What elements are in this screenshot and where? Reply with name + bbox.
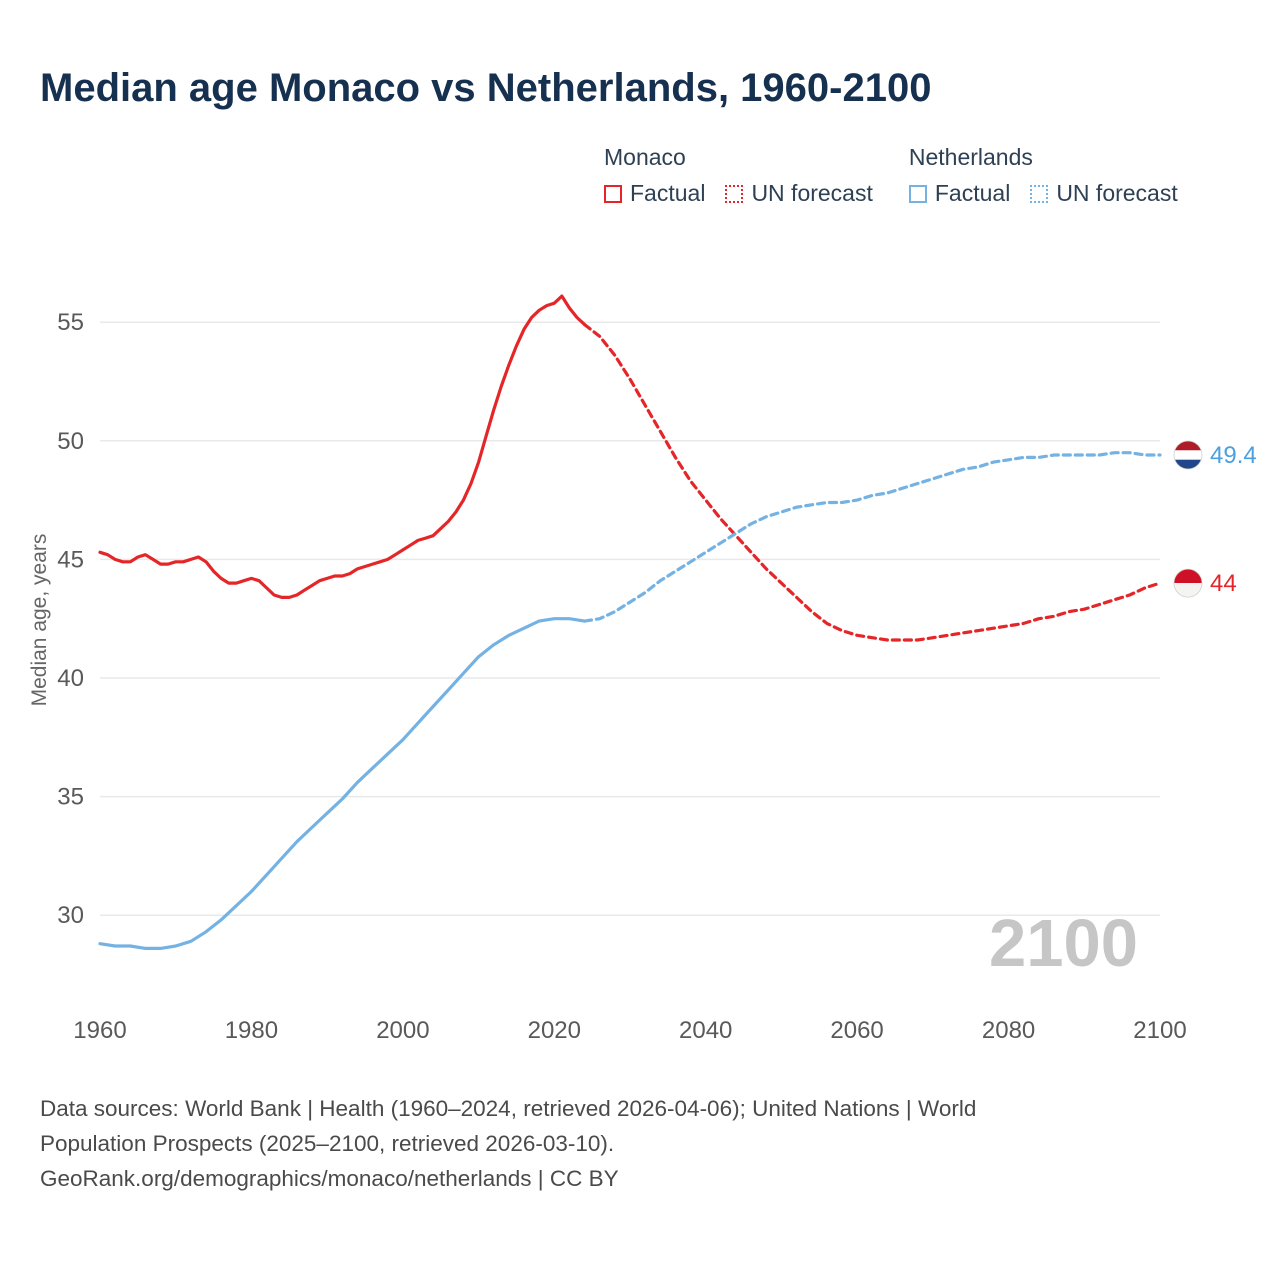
- end-label-netherlands: 49.4: [1173, 440, 1257, 470]
- legend-swatch-monaco-forecast-icon: [725, 184, 744, 203]
- x-tick-label-2080: 2080: [982, 1017, 1035, 1044]
- y-tick-label-50: 50: [57, 428, 84, 455]
- legend-swatch-monaco-factual-icon: [604, 184, 622, 203]
- end-label-monaco: 44: [1173, 568, 1237, 598]
- y-axis-label: Median age, years: [28, 534, 51, 707]
- legend-item-monaco-forecast: UN forecast: [725, 180, 873, 207]
- legend-item-monaco-factual: Factual: [604, 180, 705, 207]
- y-tick-label-40: 40: [57, 665, 84, 692]
- legend-label-netherlands-forecast: UN forecast: [1056, 180, 1178, 206]
- x-tick-label-2020: 2020: [528, 1017, 581, 1044]
- legend-group-title-monaco: Monaco: [604, 144, 686, 170]
- x-tick-label-1980: 1980: [225, 1017, 278, 1044]
- netherlands-flag-icon: [1174, 459, 1202, 469]
- legend-label-netherlands-factual: Factual: [934, 180, 1011, 206]
- x-tick-label-2060: 2060: [830, 1017, 883, 1044]
- x-tick-label-1960: 1960: [73, 1017, 126, 1044]
- footer-line-2: Population Prospects (2025–2100, retriev…: [40, 1130, 615, 1156]
- legend-label-monaco-factual: Factual: [630, 180, 706, 206]
- series-line-monaco-forecast: [582, 323, 1162, 642]
- legend-group-monaco: Monaco Factual UN forecast: [604, 144, 873, 207]
- x-tick-label-2040: 2040: [679, 1017, 732, 1044]
- y-tick-label-35: 35: [57, 784, 84, 811]
- footer-line-3: GeoRank.org/demographics/monaco/netherla…: [40, 1165, 619, 1191]
- legend-group-netherlands: Netherlands Factual UN forecast: [908, 144, 1178, 207]
- series-line-monaco-factual: [98, 294, 587, 600]
- monaco-flag-ring: [1173, 568, 1203, 598]
- chart-title: Median age Monaco vs Netherlands, 1960-2…: [40, 66, 932, 110]
- legend-items-netherlands: Factual UN forecast: [908, 180, 1178, 207]
- series-line-netherlands-factual: [98, 617, 587, 951]
- netherlands-flag-icon: [1174, 450, 1202, 460]
- legend: Monaco Factual UN forecast Netherlands F…: [604, 144, 1178, 207]
- end-value-netherlands: 49.4: [1210, 442, 1257, 469]
- footer: Data sources: World Bank | Health (1960–…: [40, 1092, 1180, 1197]
- x-tick-label-2100: 2100: [1133, 1017, 1186, 1044]
- legend-item-netherlands-factual: Factual: [908, 180, 1011, 207]
- netherlands-flag-icon: [1174, 441, 1202, 451]
- legend-swatch-netherlands-forecast-icon: [1030, 184, 1049, 203]
- netherlands-flag-ring: [1173, 440, 1203, 470]
- x-tick-label-2000: 2000: [376, 1017, 429, 1044]
- y-tick-label-45: 45: [57, 546, 84, 573]
- y-tick-label-55: 55: [57, 309, 84, 336]
- legend-label-monaco-forecast: UN forecast: [751, 180, 873, 206]
- series-line-netherlands-forecast: [582, 451, 1162, 623]
- end-value-monaco: 44: [1210, 570, 1237, 597]
- y-tick-label-30: 30: [57, 902, 84, 929]
- legend-group-title-netherlands: Netherlands: [908, 144, 1033, 170]
- monaco-flag-icon: [1174, 583, 1202, 598]
- legend-item-netherlands-forecast: UN forecast: [1030, 180, 1178, 207]
- watermark-year: 2100: [989, 906, 1138, 981]
- monaco-flag-icon: [1174, 569, 1202, 584]
- legend-items-monaco: Factual UN forecast: [604, 180, 873, 207]
- footer-line-1: Data sources: World Bank | Health (1960–…: [40, 1096, 977, 1121]
- legend-swatch-netherlands-factual-icon: [908, 184, 927, 203]
